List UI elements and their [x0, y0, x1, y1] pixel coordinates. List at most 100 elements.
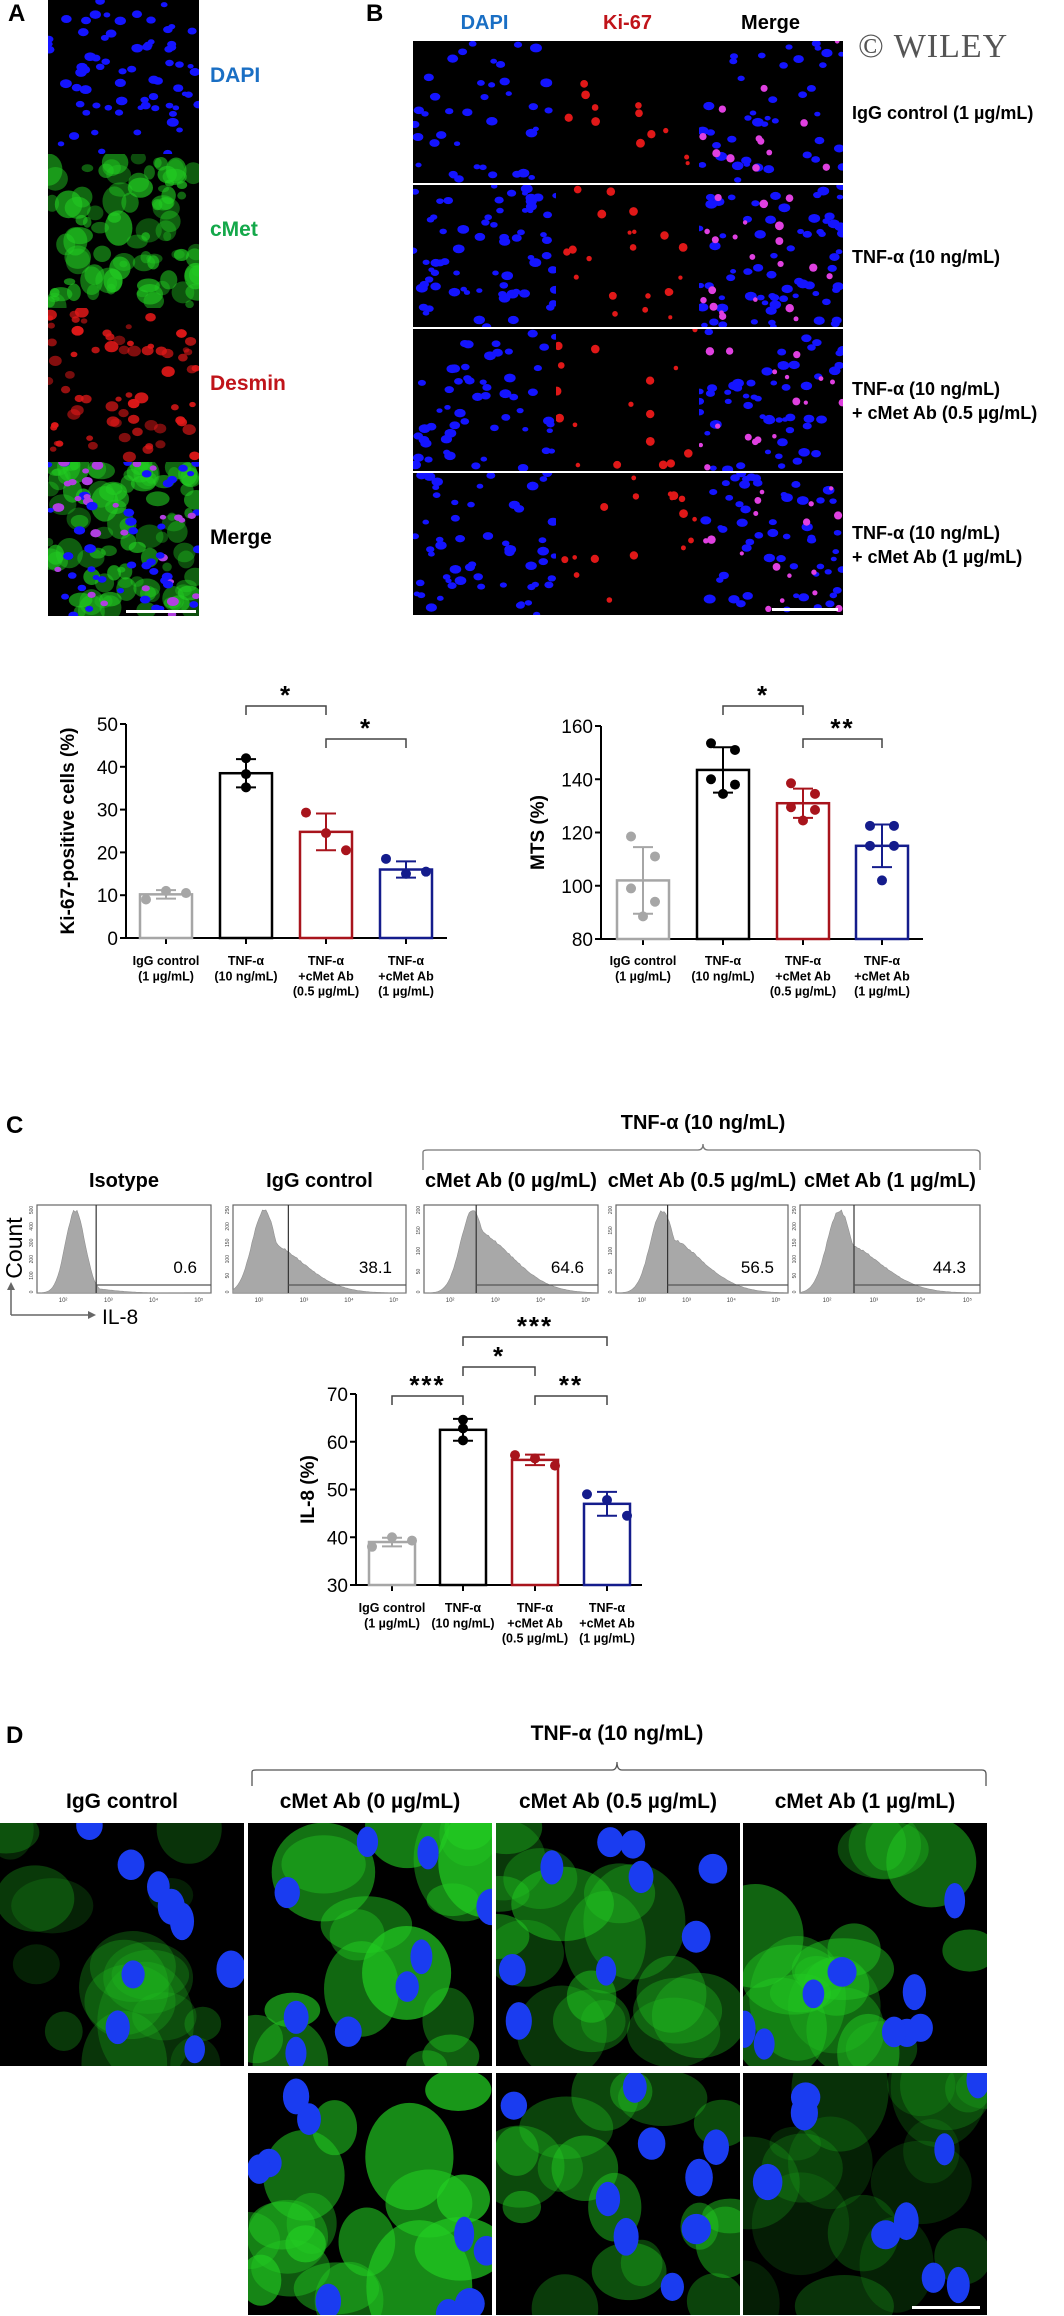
- x-category-label: (1 µg/mL): [854, 985, 910, 999]
- scale-bar: [772, 608, 838, 611]
- y-tick-label: 100: [561, 877, 593, 898]
- histogram-x-tick: 10⁴: [344, 1297, 354, 1304]
- panel-b-row-label-line2: + cMet Ab (1 µg/mL): [852, 547, 1023, 567]
- panel-d-column-label: cMet Ab (0 µg/mL): [279, 1790, 461, 1813]
- panel-c-letter: C: [6, 1112, 24, 1139]
- panel-b-merge-image: [699, 185, 843, 327]
- bar-1: [438, 1428, 488, 1587]
- flow-histogram: 38.1 0 50 100 150 200 250 10² 10³ 10⁴ 10⁵: [225, 1204, 407, 1304]
- panel-b-column-ki-67: Ki-67: [603, 12, 652, 34]
- data-point: [381, 853, 391, 864]
- x-category-label: TNF-α: [228, 954, 264, 968]
- panel-b-ki67-image-texture: [564, 79, 690, 166]
- x-category-label: +cMet Ab: [775, 969, 831, 983]
- histogram-y-tick: 200: [792, 1222, 798, 1231]
- flow-histogram: 56.5 0 50 100 150 200 10² 10³ 10⁴ 10⁵: [608, 1204, 789, 1304]
- y-axis-label: MTS (%): [528, 795, 549, 870]
- bracket-line: [422, 1143, 981, 1170]
- panel-b-merge-image: [699, 41, 843, 183]
- histogram-x-tick: 10³: [682, 1298, 691, 1304]
- x-category-label: +cMet Ab: [579, 1616, 635, 1630]
- x-category-label: (1 µg/mL): [378, 985, 434, 999]
- histogram-x-tick: 10³: [300, 1298, 309, 1304]
- data-point: [786, 778, 796, 789]
- y-tick-label: 40: [97, 758, 118, 779]
- data-point: [401, 868, 411, 879]
- panel-b-ki67-image: [556, 185, 699, 327]
- histogram-fill: [232, 1209, 407, 1294]
- histogram-x-tick: 10⁵: [963, 1297, 973, 1304]
- data-point: [301, 807, 311, 818]
- panel-d-image-row1: [248, 1823, 492, 2066]
- y-tick-label: 0: [107, 929, 118, 950]
- panel-d-image-row1: [0, 1823, 244, 2066]
- histogram-y-tick: 0: [608, 1290, 614, 1293]
- panel-b-ki67-image-texture: [556, 329, 698, 470]
- significance-bracket: [462, 1366, 536, 1376]
- x-category-label: (1 µg/mL): [615, 969, 671, 983]
- x-category-label: (0.5 µg/mL): [293, 985, 359, 999]
- data-point: [602, 1495, 612, 1506]
- histogram-y-tick: 100: [608, 1247, 614, 1256]
- panel-b-merge-image-texture: [700, 473, 843, 613]
- panel-b-ki67-image-texture: [563, 185, 688, 320]
- x-category-label: TNF-α: [589, 1601, 625, 1615]
- significance-label: **: [559, 1370, 583, 1400]
- panel-b-dapi-image: [413, 185, 556, 327]
- panel-c-group-bracket: [422, 1143, 981, 1170]
- histogram-y-tick: 100: [416, 1247, 422, 1256]
- panel-d-letter: D: [6, 1722, 24, 1749]
- panel-a-image-merge-texture: [48, 462, 199, 616]
- panel-a-label-dapi: DAPI: [210, 64, 261, 87]
- histogram-y-tick: 250: [225, 1206, 231, 1215]
- data-point: [241, 769, 251, 780]
- y-tick-label: 120: [561, 824, 593, 845]
- significance-bracket: [391, 1395, 464, 1405]
- data-point: [638, 911, 648, 922]
- panel-a-label-merge: Merge: [210, 526, 272, 549]
- data-point: [889, 820, 899, 831]
- significance-label: ***: [409, 1370, 445, 1400]
- data-point: [810, 788, 820, 799]
- panel-d-image-row1-texture: [0, 1823, 244, 2066]
- panel-b-dapi-image-texture: [413, 185, 556, 327]
- panel-d-group-bracket: [251, 1761, 987, 1786]
- panel-a-image-desmin-texture: [48, 308, 199, 462]
- data-point: [241, 753, 251, 764]
- scale-bar: [126, 610, 196, 613]
- data-point: [582, 1489, 592, 1500]
- significance-label: *: [757, 680, 769, 710]
- histogram-y-tick: 200: [29, 1255, 35, 1264]
- panel-d-image-row2: [248, 2073, 492, 2315]
- y-tick-label: 70: [327, 1385, 348, 1406]
- panel-d-image-row2: [743, 2073, 987, 2315]
- bar-0: [367, 1540, 417, 1587]
- panel-b-dapi-image-texture: [413, 329, 556, 471]
- data-point: [321, 828, 331, 839]
- histogram-x-tick: 10⁵: [581, 1297, 591, 1304]
- y-tick-label: 160: [561, 717, 593, 738]
- x-category-label: TNF-α: [517, 1601, 553, 1615]
- histogram-y-tick: 50: [608, 1269, 614, 1275]
- x-category-label: +cMet Ab: [378, 969, 434, 983]
- histogram-y-tick: 50: [792, 1273, 798, 1279]
- data-point: [341, 845, 351, 856]
- panel-d-image-row1-texture: [743, 1823, 987, 2066]
- y-arrow-head: [7, 1282, 15, 1290]
- data-point: [626, 883, 636, 894]
- data-point: [730, 744, 740, 755]
- data-point: [786, 802, 796, 813]
- panel-b-row-label: TNF-α (10 ng/mL): [852, 247, 1001, 267]
- data-point: [367, 1541, 377, 1552]
- panel-a-image-cmet: [48, 154, 199, 308]
- x-category-label: IgG control: [610, 954, 677, 968]
- count-il8-axis-arrows: Count IL-8: [1, 1217, 138, 1329]
- panel-b-row-label: TNF-α (10 ng/mL): [852, 379, 1001, 399]
- panel-d-column-label: cMet Ab (0.5 µg/mL): [518, 1790, 718, 1813]
- significance-bracket: [722, 705, 804, 715]
- significance-bracket: [462, 1336, 608, 1346]
- histogram-x-tick: 10⁴: [536, 1297, 546, 1304]
- panel-d-image-row2-texture: [248, 2073, 492, 2315]
- panel-b-dapi-image: [413, 41, 556, 183]
